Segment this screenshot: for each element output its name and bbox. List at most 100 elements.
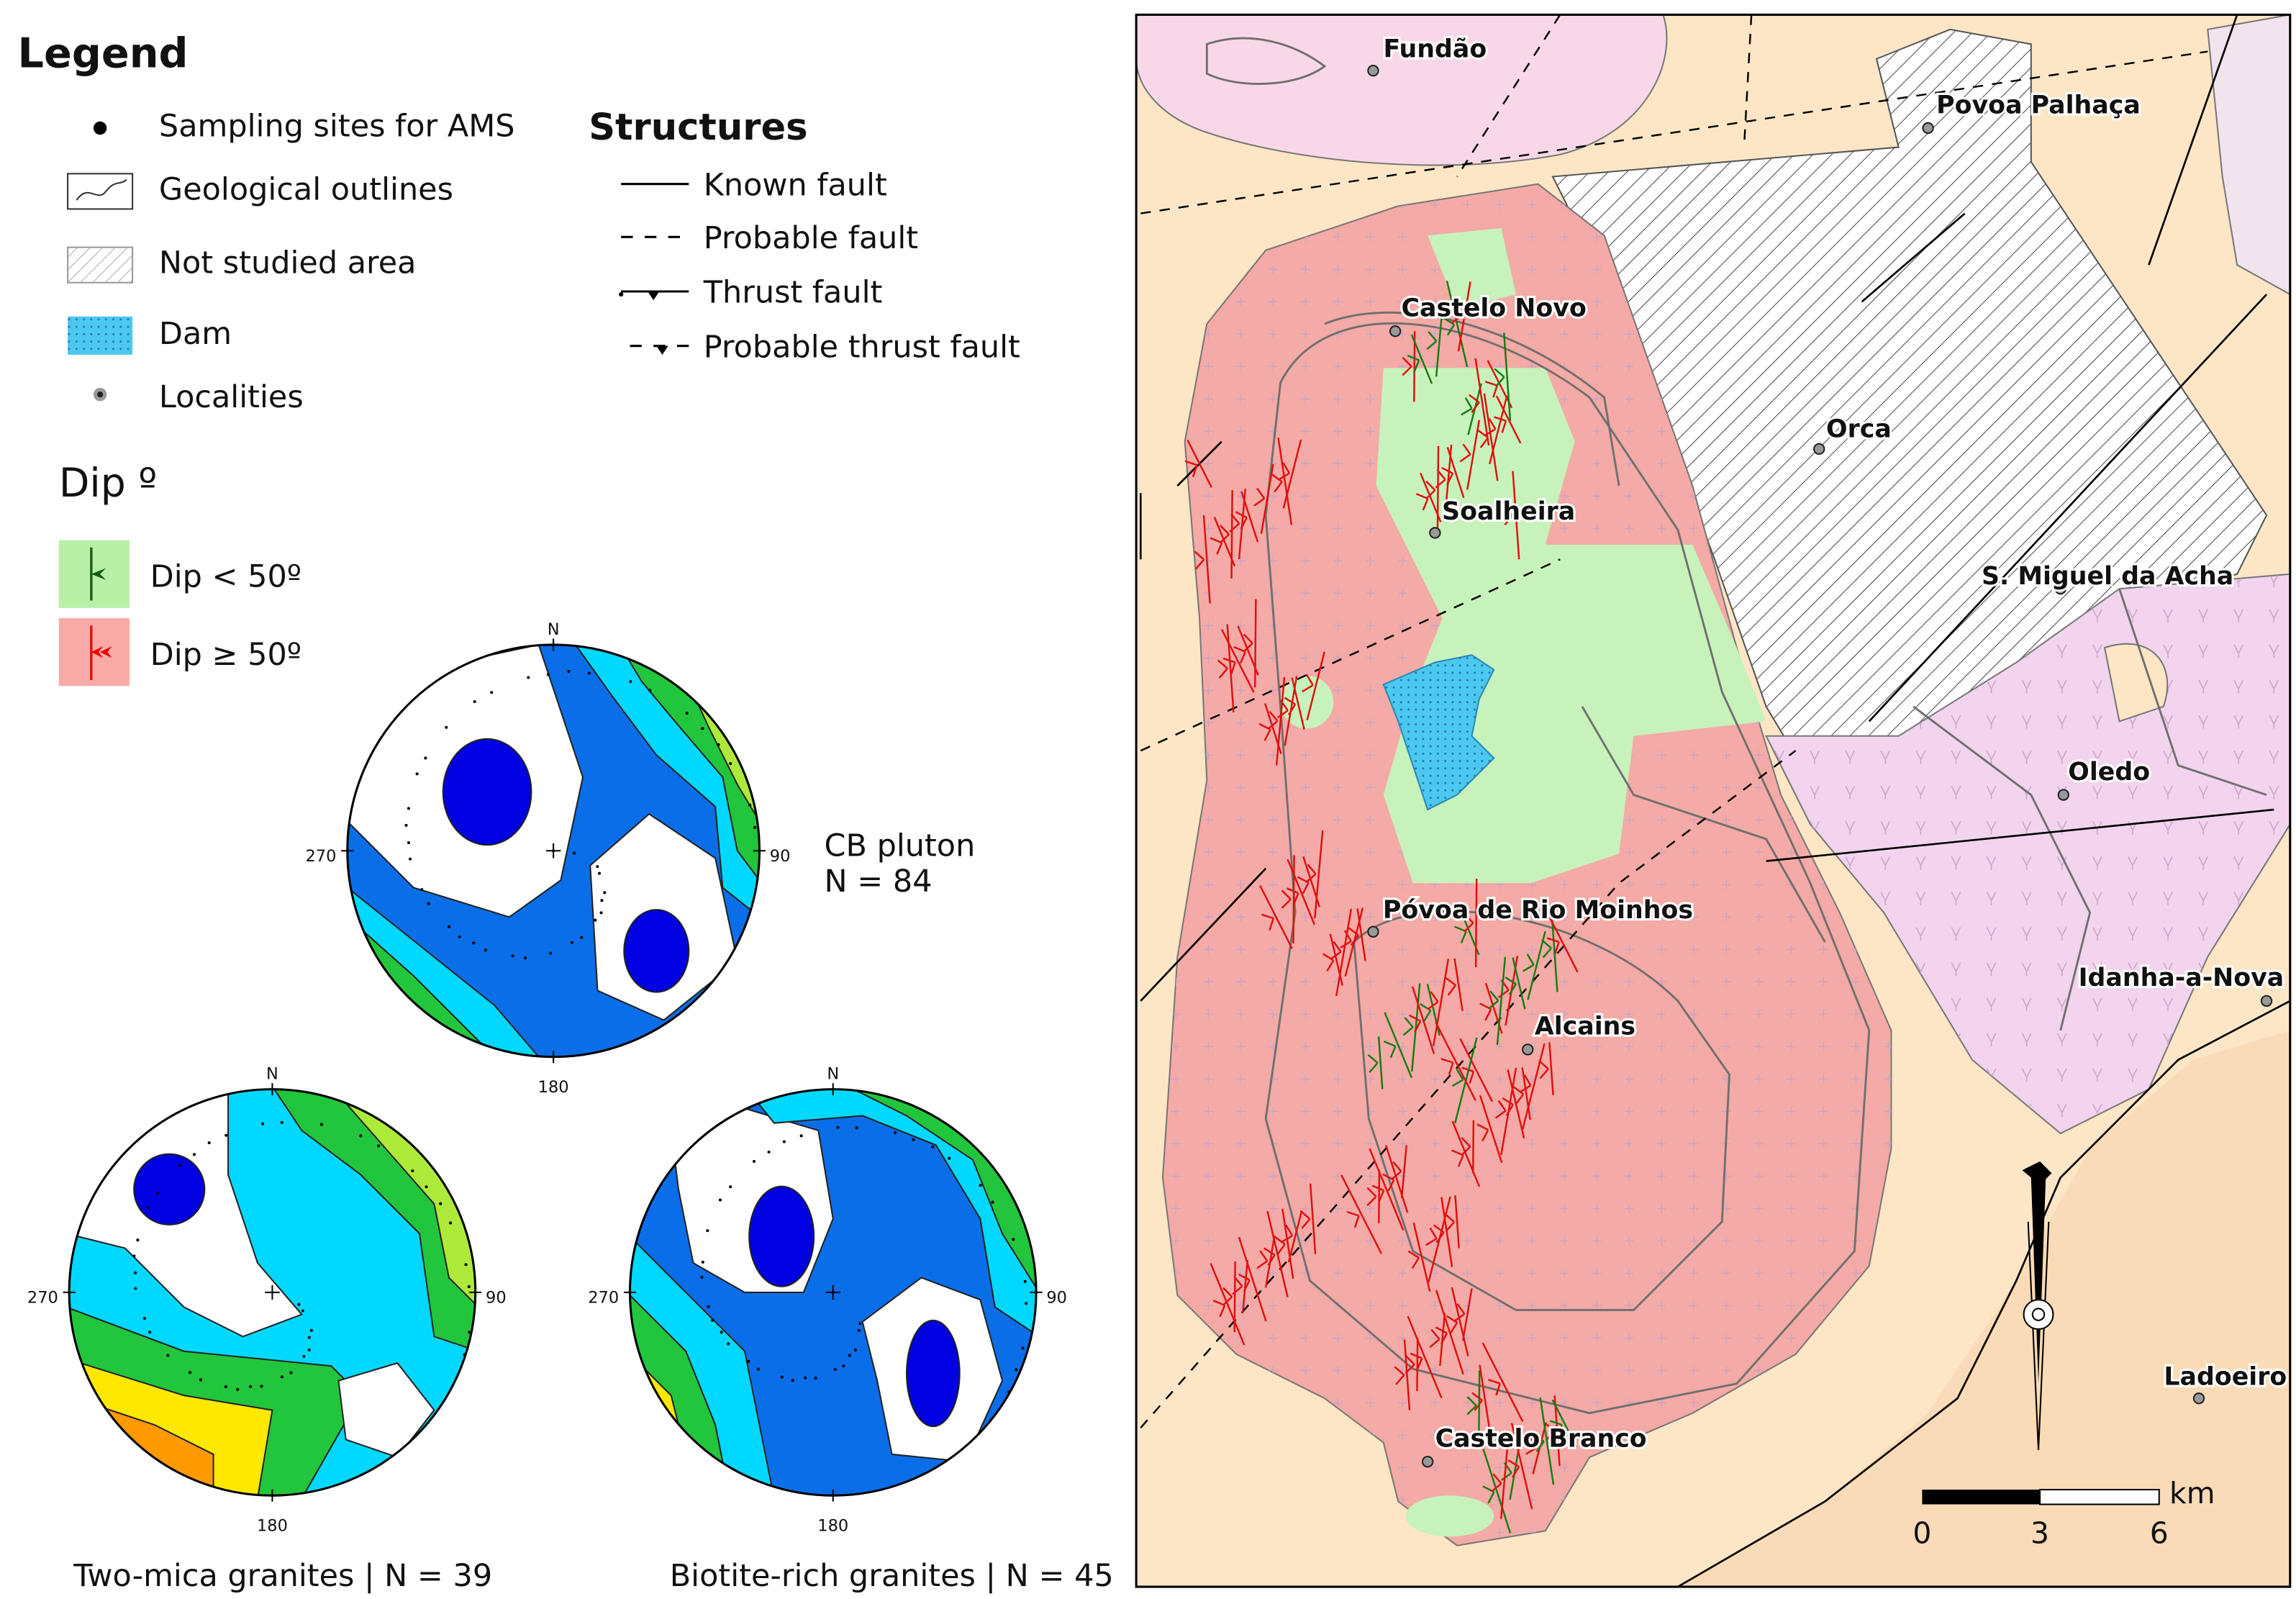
- net-direction: N: [548, 620, 560, 639]
- net-point: [1023, 1279, 1027, 1283]
- path-shape: [432, 1089, 476, 1133]
- net-point: [409, 857, 412, 861]
- lineation: [1230, 490, 1233, 579]
- path-shape: [2022, 1161, 2052, 1185]
- lineation-head: [1477, 429, 1489, 448]
- lineation-head: [1305, 864, 1317, 883]
- lineation: [1503, 332, 1512, 421]
- lineation: [1356, 908, 1366, 961]
- legend-item: Not studied area: [159, 245, 417, 281]
- lineation: [1454, 1195, 1460, 1249]
- net-point: [407, 807, 410, 810]
- path-shape: [1140, 867, 1267, 1002]
- path-shape: [1677, 1030, 2290, 1587]
- lineation: [1544, 908, 1579, 973]
- net-direction: 90: [486, 1289, 507, 1308]
- lineation-head: [1271, 474, 1283, 493]
- net-point: [587, 671, 591, 675]
- locality-label: Castelo Novo: [1402, 294, 1587, 323]
- net-point: [301, 1309, 305, 1313]
- lineation-head: [1348, 927, 1360, 946]
- lineation: [1435, 1021, 1476, 1102]
- net-point: [289, 1371, 293, 1374]
- net-point: [780, 1375, 784, 1379]
- lineation: [1282, 439, 1302, 509]
- lineation: [1482, 1449, 1512, 1534]
- lineation-head: [1433, 1224, 1445, 1244]
- lineation: [1510, 1423, 1533, 1510]
- net-center: [265, 1285, 280, 1300]
- net-point: [833, 1368, 837, 1372]
- lineation: [1287, 859, 1316, 925]
- net-point: [302, 1354, 306, 1359]
- locality-label: Alcains: [1535, 1013, 1635, 1041]
- net-point: [729, 1185, 732, 1189]
- rect-shape: [2039, 1488, 2160, 1505]
- net-point: [260, 1385, 263, 1388]
- structure-item: Probable fault: [704, 220, 918, 256]
- lineation: [1240, 491, 1259, 543]
- circle-shape: [619, 292, 624, 297]
- lineation-head: [1281, 889, 1292, 909]
- circle-shape: [97, 391, 104, 398]
- net-point: [753, 825, 757, 829]
- lineation-head: [1440, 1058, 1454, 1075]
- lineation: [1507, 1069, 1525, 1139]
- net-point: [707, 1305, 710, 1308]
- net-point: [236, 1387, 240, 1391]
- lineation-head: [1409, 1014, 1422, 1033]
- lineation-head: [1243, 633, 1253, 653]
- lineation: [1210, 1263, 1245, 1346]
- net-point: [511, 954, 514, 958]
- net-point: [836, 1125, 840, 1129]
- net-point: [648, 689, 652, 692]
- net-point: [842, 1364, 845, 1368]
- lineation-head: [1484, 381, 1498, 398]
- net-point: [224, 1133, 228, 1137]
- net-point: [552, 849, 555, 853]
- net-point: [484, 948, 487, 952]
- lineation: [1440, 1197, 1453, 1267]
- lineation: [1433, 959, 1450, 1046]
- net-point: [782, 1140, 786, 1143]
- lineation-head: [1512, 1086, 1525, 1105]
- net-point: [425, 1185, 428, 1189]
- lineation: [1522, 1043, 1546, 1130]
- net-point: [424, 756, 427, 760]
- path-shape: [1324, 311, 1620, 486]
- net-point: [527, 676, 530, 679]
- lineation: [1512, 957, 1526, 1010]
- lineation: [1453, 958, 1464, 1012]
- lineation: [1459, 1038, 1494, 1102]
- lineation: [1446, 447, 1465, 499]
- lineation-head: [1425, 480, 1436, 500]
- net-point: [549, 951, 553, 955]
- net-direction: 90: [1046, 1289, 1067, 1308]
- lineation-head: [1494, 416, 1507, 433]
- net-point: [445, 725, 448, 729]
- net-point: [420, 888, 424, 892]
- net-direction: 180: [257, 1517, 288, 1536]
- ellipse-shape: [133, 1153, 206, 1226]
- locality-dot: [1813, 443, 1825, 456]
- locality-dot: [2057, 789, 2069, 801]
- lineation-head: [1461, 397, 1473, 416]
- locality-dot: [1421, 1455, 1434, 1468]
- path-shape: [1766, 574, 2290, 1134]
- net-point: [546, 673, 550, 676]
- lineation-head: [1466, 1396, 1477, 1415]
- lineation: [1335, 908, 1353, 997]
- lineation-head: [1469, 394, 1480, 413]
- net-point: [858, 1322, 862, 1326]
- stereonet-caption: CB pluton: [824, 828, 975, 864]
- lineation: [1410, 334, 1433, 384]
- lineation-head: [1451, 305, 1463, 325]
- stereonet: N 90 180 270: [588, 1065, 1067, 1536]
- lineation: [1314, 830, 1324, 919]
- scale-label: 6: [2150, 1516, 2169, 1550]
- locality-label: Oledo: [2068, 758, 2150, 787]
- net-point: [571, 941, 574, 944]
- net-point: [748, 803, 752, 807]
- net-direction: 180: [538, 1078, 569, 1097]
